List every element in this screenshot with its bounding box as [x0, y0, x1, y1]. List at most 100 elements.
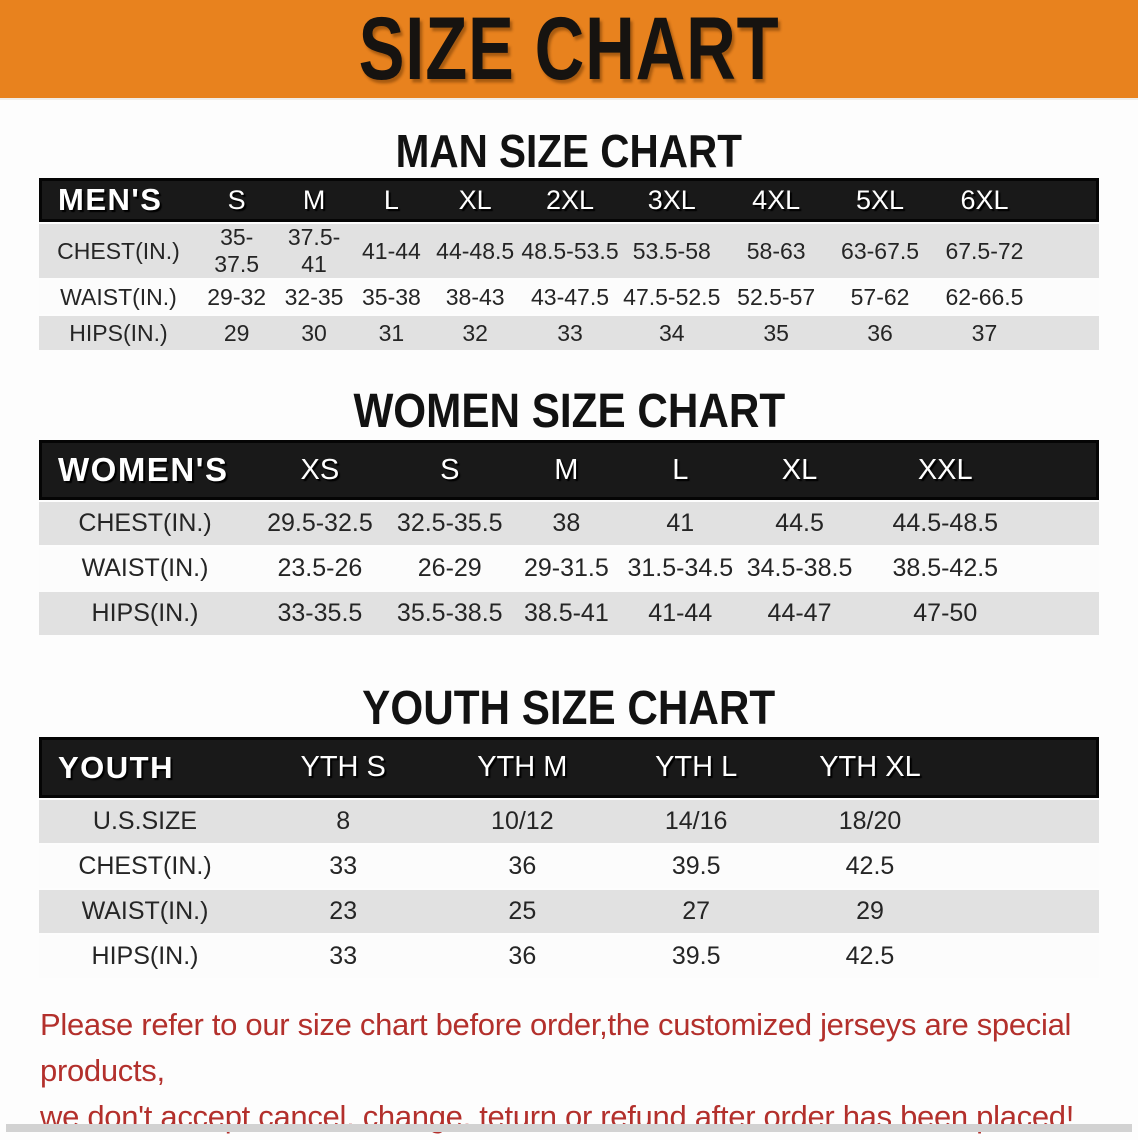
banner-title: SIZE CHART — [358, 0, 780, 99]
measurement-value: 29-31.5 — [510, 547, 622, 590]
women-heading-text: WOMEN SIZE CHART — [353, 385, 785, 438]
bottom-edge-strip — [6, 1124, 1132, 1132]
measurement-value: 63-67.5 — [828, 224, 932, 278]
size-column-header: M — [510, 440, 622, 500]
measurement-value: 34 — [619, 316, 724, 350]
size-column-header: XL — [738, 440, 861, 500]
youth-section-heading: YOUTH SIZE CHART — [0, 683, 1138, 735]
measurement-value: 47-50 — [860, 592, 1031, 635]
measurement-value: 32.5-35.5 — [388, 502, 511, 545]
spacer-cell — [1030, 547, 1099, 590]
measurement-value: 25 — [435, 890, 610, 933]
spacer-cell — [1037, 280, 1099, 314]
table-header-row: WOMEN'S XS S M L XL XXL — [39, 440, 1099, 500]
measurement-value: 36 — [435, 845, 610, 888]
disclaimer-line-2: we don't accept cancel, change, teturn o… — [40, 1099, 1075, 1134]
measurement-value: 39.5 — [609, 845, 784, 888]
measurement-label: WAIST(IN.) — [39, 280, 198, 314]
measurement-label: HIPS(IN.) — [39, 316, 198, 350]
measurement-value: 31.5-34.5 — [621, 547, 739, 590]
size-column-header: YTH M — [435, 737, 610, 798]
table-row: WAIST(IN.) 29-32 32-35 35-38 38-43 43-47.5 47.… — [39, 280, 1099, 314]
measurement-label: WAIST(IN.) — [39, 890, 251, 933]
spacer-cell — [1030, 592, 1099, 635]
measurement-value: 31 — [352, 316, 431, 350]
measurement-value: 32-35 — [275, 280, 353, 314]
measurement-value: 39.5 — [609, 935, 784, 978]
measurement-value: 34.5-38.5 — [738, 547, 861, 590]
size-column-header: 2XL — [520, 178, 620, 222]
youth-heading-text: YOUTH SIZE CHART — [362, 682, 776, 735]
size-column-header: XL — [430, 178, 521, 222]
measurement-label: WAIST(IN.) — [39, 547, 251, 590]
table-row: U.S.SIZE 8 10/12 14/16 18/20 — [39, 800, 1099, 843]
measurement-value: 37.5-41 — [275, 224, 353, 278]
women-section-heading: WOMEN SIZE CHART — [0, 386, 1138, 438]
size-column-header: 6XL — [931, 178, 1038, 222]
measurement-value: 44-47 — [738, 592, 861, 635]
spacer-cell — [1037, 224, 1099, 278]
measurement-value: 26-29 — [388, 547, 511, 590]
measurement-value: 18/20 — [783, 800, 957, 843]
men-size-table: MEN'S S M L XL 2XL 3XL 4XL 5XL 6XL CHEST(IN.) 35-37… — [39, 176, 1099, 352]
measurement-value: 29 — [783, 890, 957, 933]
measurement-value: 35-38 — [352, 280, 431, 314]
measurement-value: 29-32 — [198, 280, 276, 314]
row-group-label: YOUTH — [39, 737, 251, 798]
measurement-label: HIPS(IN.) — [39, 592, 251, 635]
table-row: HIPS(IN.) 33-35.5 35.5-38.5 38.5-41 41-44 44-… — [39, 592, 1099, 635]
measurement-value: 36 — [435, 935, 610, 978]
spacer-cell — [956, 890, 1099, 933]
measurement-value: 67.5-72 — [931, 224, 1038, 278]
measurement-value: 38-43 — [430, 280, 521, 314]
size-column-header: 5XL — [828, 178, 932, 222]
measurement-value: 37 — [931, 316, 1038, 350]
measurement-label: CHEST(IN.) — [39, 502, 251, 545]
table-row: WAIST(IN.) 23.5-26 26-29 29-31.5 31.5-34.5 34… — [39, 547, 1099, 590]
table-row: CHEST(IN.) 35-37.5 37.5-41 41-44 44-48.5 48.5… — [39, 224, 1099, 278]
measurement-value: 23 — [250, 890, 436, 933]
measurement-value: 44.5-48.5 — [860, 502, 1031, 545]
measurement-label: U.S.SIZE — [39, 800, 251, 843]
table-header-row: MEN'S S M L XL 2XL 3XL 4XL 5XL 6XL — [39, 178, 1099, 222]
measurement-value: 62-66.5 — [931, 280, 1038, 314]
table-row: CHEST(IN.) 33 36 39.5 42.5 — [39, 845, 1099, 888]
size-column-header: S — [198, 178, 276, 222]
measurement-value: 8 — [250, 800, 436, 843]
spacer-cell — [956, 800, 1099, 843]
measurement-value: 27 — [609, 890, 784, 933]
row-group-label: WOMEN'S — [39, 440, 251, 500]
size-column-header: S — [388, 440, 511, 500]
measurement-value: 36 — [828, 316, 932, 350]
spacer-cell — [956, 845, 1099, 888]
measurement-value: 41-44 — [621, 592, 739, 635]
disclaimer-line-1: Please refer to our size chart before or… — [40, 1007, 1072, 1088]
measurement-value: 23.5-26 — [251, 547, 389, 590]
size-column-header: YTH L — [609, 737, 784, 798]
measurement-value: 32 — [430, 316, 521, 350]
spacer-cell — [1037, 178, 1099, 222]
spacer-cell — [1030, 440, 1099, 500]
measurement-value: 41 — [621, 502, 739, 545]
measurement-value: 29.5-32.5 — [251, 502, 389, 545]
table-row: CHEST(IN.) 29.5-32.5 32.5-35.5 38 41 44.5 44.5… — [39, 502, 1099, 545]
measurement-value: 33 — [250, 845, 436, 888]
measurement-value: 38.5-41 — [510, 592, 622, 635]
size-column-header: YTH XL — [783, 737, 957, 798]
size-column-header: 4XL — [723, 178, 829, 222]
youth-size-table: YOUTH YTH S YTH M YTH L YTH XL U.S.SIZE 8 10/12… — [39, 735, 1099, 980]
measurement-value: 35.5-38.5 — [388, 592, 511, 635]
spacer-cell — [956, 737, 1099, 798]
measurement-value: 58-63 — [723, 224, 829, 278]
size-column-header: XXL — [860, 440, 1031, 500]
measurement-value: 44.5 — [738, 502, 861, 545]
measurement-value: 35-37.5 — [198, 224, 276, 278]
measurement-value: 33-35.5 — [251, 592, 389, 635]
measurement-label: HIPS(IN.) — [39, 935, 251, 978]
measurement-value: 43-47.5 — [520, 280, 620, 314]
table-row: HIPS(IN.) 33 36 39.5 42.5 — [39, 935, 1099, 978]
measurement-value: 38.5-42.5 — [860, 547, 1031, 590]
table-row: WAIST(IN.) 23 25 27 29 — [39, 890, 1099, 933]
disclaimer-text: Please refer to our size chart before or… — [40, 1002, 1108, 1140]
size-column-header: YTH S — [250, 737, 436, 798]
